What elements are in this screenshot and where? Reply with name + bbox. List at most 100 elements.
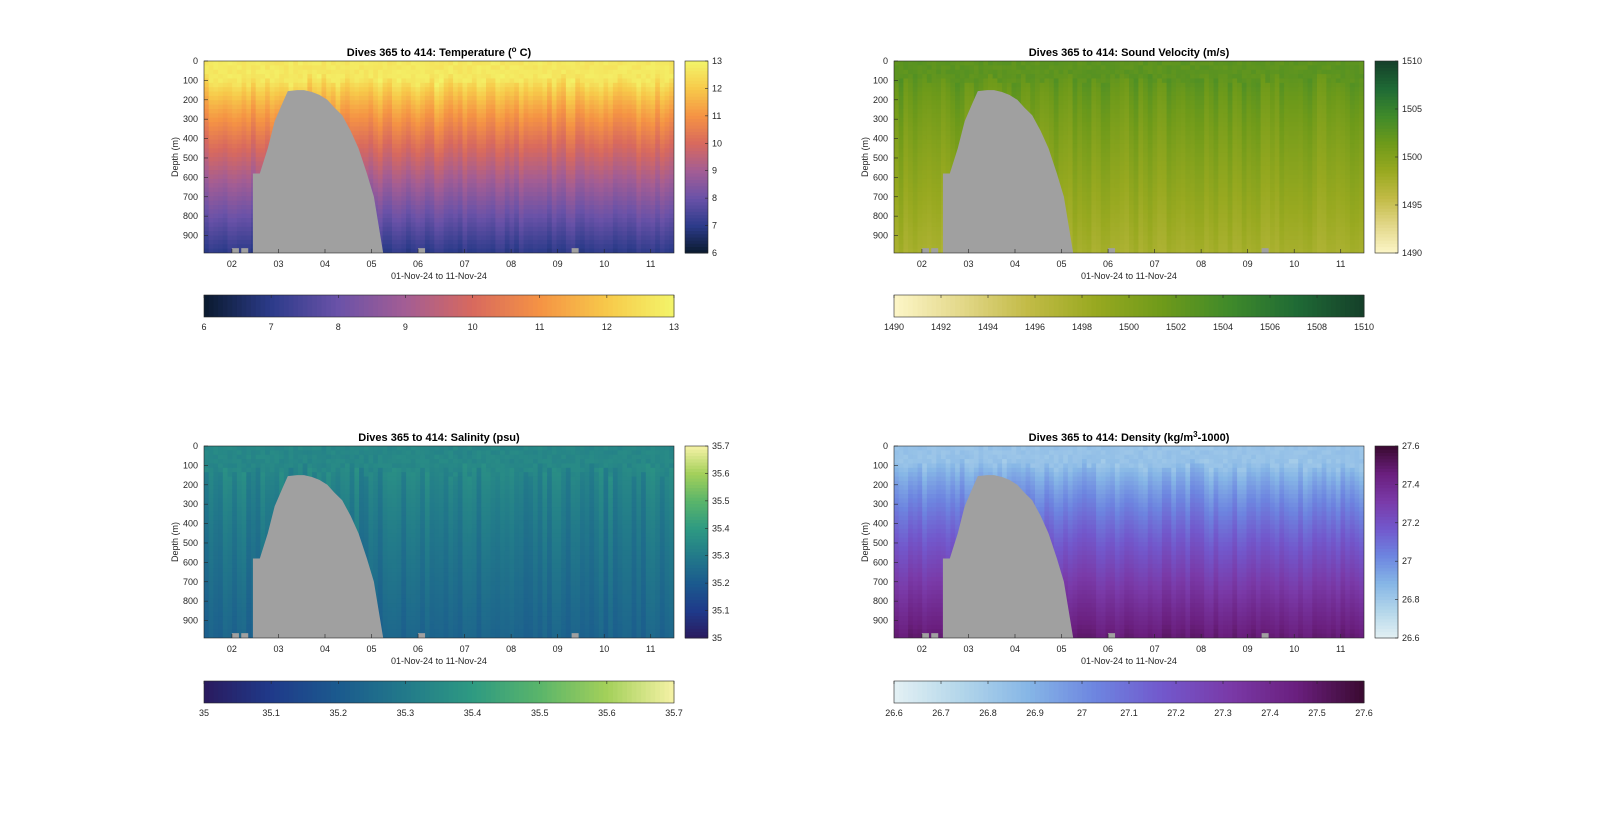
- hcolorbar-segment: [1218, 295, 1224, 317]
- hcolorbar-segment: [1213, 681, 1219, 703]
- hcolorbar-segment: [1317, 295, 1323, 317]
- x-tick-label: 06: [413, 644, 423, 654]
- hcolorbar-segment: [486, 681, 492, 703]
- hcolorbar-segment: [410, 681, 416, 703]
- hcolorbar-segment: [912, 295, 918, 317]
- y-tick-label: 300: [873, 499, 888, 509]
- chart-panel-0: Dives 365 to 414: Temperature (o C)01002…: [170, 45, 722, 332]
- x-tick-label: 03: [273, 259, 283, 269]
- hcolorbar-segment: [1110, 681, 1116, 703]
- colorbar-segment: [685, 506, 708, 511]
- hcolorbar-segment: [345, 681, 351, 703]
- y-tick-label: 500: [873, 538, 888, 548]
- x-tick-label: 07: [1150, 644, 1160, 654]
- hcolorbar-segment: [631, 681, 637, 703]
- hcolorbar-segment: [1223, 295, 1229, 317]
- colorbar-segment: [1375, 109, 1398, 113]
- y-tick-label: 200: [873, 480, 888, 490]
- colorbar-segment: [685, 564, 708, 569]
- hcolorbar-segment: [988, 681, 994, 703]
- hcolorbar-segment: [279, 295, 285, 317]
- hcolorbar-segment: [1157, 681, 1163, 703]
- y-tick-label: 600: [873, 172, 888, 182]
- hcolorbar-tick-label: 35.5: [531, 708, 549, 718]
- hcolorbar-segment: [926, 295, 933, 317]
- hcolorbar-segment: [992, 681, 998, 703]
- hcolorbar-segment: [931, 295, 937, 317]
- hcolorbar-segment: [575, 295, 581, 317]
- hcolorbar-segment: [988, 295, 994, 317]
- colorbar-segment: [1375, 214, 1398, 219]
- colorbar-segment: [685, 169, 708, 174]
- colorbar-segment: [1375, 169, 1398, 174]
- hcolorbar-segment: [1274, 681, 1280, 703]
- x-tick-label: 05: [1057, 644, 1067, 654]
- y-axis-label: Depth (m): [170, 137, 180, 177]
- colorbar-segment: [1375, 545, 1398, 549]
- colorbar-segment: [685, 583, 708, 588]
- hcolorbar-segment: [471, 295, 478, 317]
- colorbar-segment: [1375, 99, 1398, 104]
- colorbar-segment: [685, 570, 708, 575]
- hcolorbar-segment: [1039, 681, 1045, 703]
- colorbar-segment: [685, 195, 708, 200]
- colorbar-segment: [685, 631, 708, 636]
- colorbar-segment: [1375, 615, 1398, 620]
- hcolorbar-segment: [1331, 295, 1337, 317]
- colorbar-tick-label: 35.4: [712, 523, 730, 533]
- hcolorbar-segment: [1039, 295, 1045, 317]
- colorbar-frame: [684, 445, 709, 639]
- hcolorbar-segment: [1307, 295, 1313, 317]
- hcolorbar-segment: [926, 681, 933, 703]
- hcolorbar-segment: [1058, 681, 1064, 703]
- hcolorbar-segment: [547, 681, 553, 703]
- hcolorbar-segment: [537, 295, 543, 317]
- colorbar-tick-label: 26.8: [1402, 595, 1420, 605]
- hcolorbar-segment: [1100, 681, 1106, 703]
- hcolorbar-segment: [1279, 681, 1285, 703]
- colorbar-segment: [685, 542, 708, 546]
- hcolorbar-segment: [641, 295, 647, 317]
- hcolorbar-segment: [1035, 681, 1041, 703]
- chart-panel-2: Dives 365 to 414: Salinity (psu) 0 100 200 3…: [170, 432, 730, 718]
- colorbar-tick-label: 6: [712, 248, 717, 258]
- colorbar-segment: [685, 61, 708, 65]
- hcolorbar-segment: [307, 681, 313, 703]
- colorbar-segment: [685, 622, 708, 626]
- colorbar-segment: [1375, 105, 1398, 110]
- hcolorbar-segment: [1143, 681, 1149, 703]
- hcolorbar-segment: [1302, 295, 1309, 317]
- hcolorbar-segment: [330, 681, 337, 703]
- colorbar-segment: [685, 455, 708, 460]
- colorbar-segment: [685, 471, 708, 476]
- colorbar-segment: [1375, 468, 1398, 473]
- hcolorbar-segment: [495, 295, 501, 317]
- x-tick-label: 02: [227, 259, 237, 269]
- colorbar-segment: [1375, 596, 1398, 601]
- colorbar-segment: [1375, 237, 1398, 241]
- colorbar-segment: [1375, 519, 1398, 524]
- hcolorbar-tick-label: 1500: [1119, 322, 1139, 332]
- hcolorbar-tick-label: 35: [199, 708, 209, 718]
- colorbar-segment: [685, 490, 708, 495]
- hcolorbar-segment: [471, 681, 478, 703]
- plot-frame: [893, 60, 1365, 254]
- hcolorbar-segment: [504, 681, 510, 703]
- colorbar-segment: [685, 86, 708, 91]
- heatmap-cells: [204, 446, 674, 638]
- hcolorbar-segment: [1171, 295, 1177, 317]
- hcolorbar-segment: [1030, 295, 1036, 317]
- hcolorbar-segment: [556, 681, 562, 703]
- colorbar-segment: [685, 590, 708, 594]
- hcolorbar-segment: [1147, 681, 1153, 703]
- hcolorbar-segment: [1138, 681, 1144, 703]
- hcolorbar-segment: [561, 295, 567, 317]
- hcolorbar-segment: [580, 295, 586, 317]
- hcolorbar-segment: [898, 295, 904, 317]
- hcolorbar-segment: [1044, 681, 1050, 703]
- hcolorbar-segment: [251, 681, 257, 703]
- hcolorbar-segment: [936, 681, 942, 703]
- y-tick-label: 400: [183, 134, 198, 144]
- hcolorbar-segment: [279, 681, 285, 703]
- y-tick-label: 900: [183, 616, 198, 626]
